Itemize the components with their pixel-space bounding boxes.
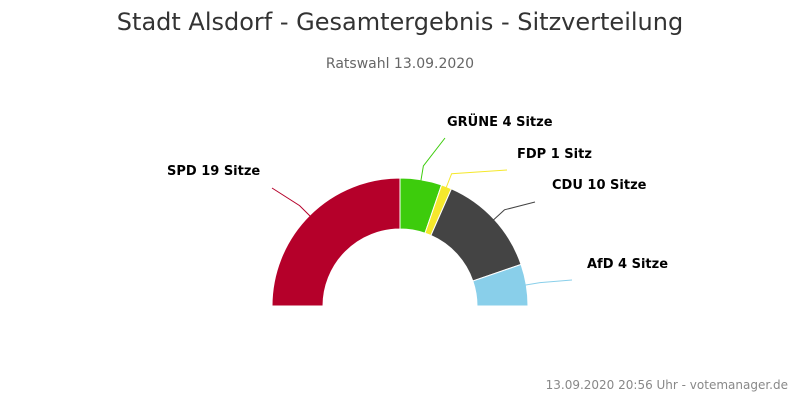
connector-fdp bbox=[445, 169, 508, 189]
credits-text: 13.09.2020 20:56 Uhr - votemanager.de bbox=[545, 378, 788, 392]
label-cdu: CDU 10 Sitze bbox=[552, 178, 647, 193]
connector-cdu bbox=[492, 201, 536, 222]
connector-afd bbox=[524, 279, 573, 286]
chart-title: Stadt Alsdorf - Gesamtergebnis - Sitzver… bbox=[116, 8, 684, 36]
label-grüne: GRÜNE 4 Sitze bbox=[447, 114, 553, 130]
slice-spd[interactable] bbox=[271, 177, 401, 307]
connector-spd bbox=[271, 187, 312, 218]
chart-subtitle: Ratswahl 13.09.2020 bbox=[325, 56, 475, 72]
label-afd: AfD 4 Sitze bbox=[587, 257, 668, 272]
label-spd: SPD 19 Sitze bbox=[167, 164, 260, 179]
connector-grüne bbox=[420, 137, 446, 182]
label-fdp: FDP 1 Sitz bbox=[517, 147, 592, 162]
slice-afd[interactable] bbox=[472, 263, 529, 307]
